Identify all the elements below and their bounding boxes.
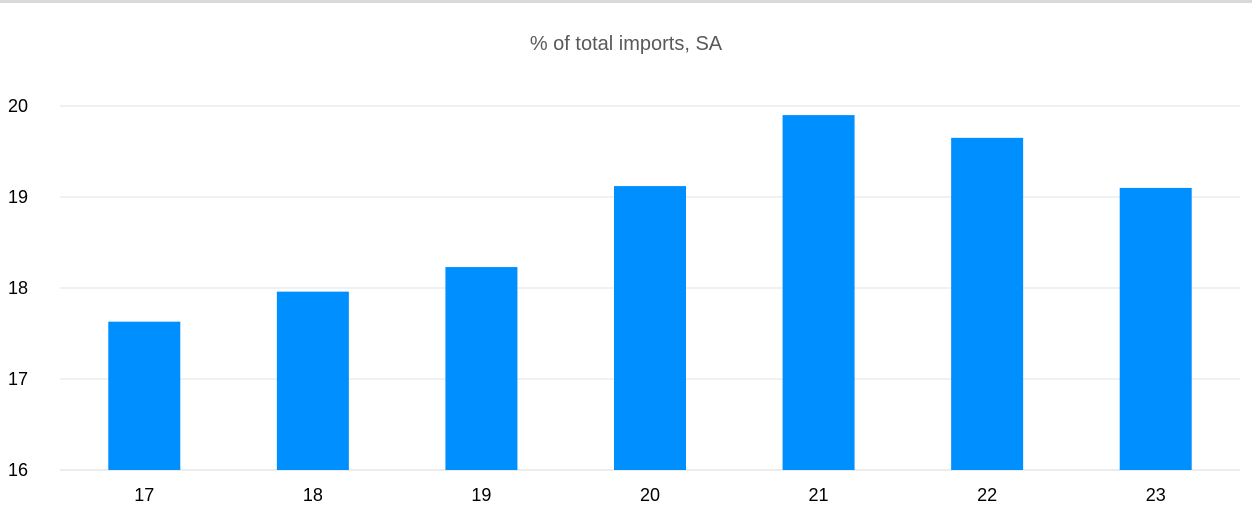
y-tick-label: 17 xyxy=(8,369,28,389)
y-tick-label: 16 xyxy=(8,460,28,480)
bar xyxy=(276,291,349,470)
bar xyxy=(108,321,181,470)
bar xyxy=(445,267,518,470)
bar xyxy=(614,186,686,470)
x-tick-label: 19 xyxy=(471,485,491,505)
chart-title: % of total imports, SA xyxy=(529,33,723,55)
axes: 16 17 18 19 20 17 18 19 20 21 22 23 xyxy=(8,96,1166,505)
top-divider xyxy=(0,0,1252,3)
y-tick-label: 18 xyxy=(8,278,28,298)
x-tick-label: 20 xyxy=(640,485,660,505)
x-tick-label: 21 xyxy=(809,485,829,505)
y-tick-label: 20 xyxy=(8,96,28,116)
bar xyxy=(1119,187,1192,470)
x-tick-label: 18 xyxy=(303,485,323,505)
bar xyxy=(782,115,855,470)
x-tick-label: 17 xyxy=(134,485,154,505)
x-tick-label: 22 xyxy=(977,485,997,505)
x-tick-label: 23 xyxy=(1146,485,1166,505)
y-tick-label: 19 xyxy=(8,187,28,207)
bar xyxy=(951,137,1024,470)
bars xyxy=(108,115,1192,470)
